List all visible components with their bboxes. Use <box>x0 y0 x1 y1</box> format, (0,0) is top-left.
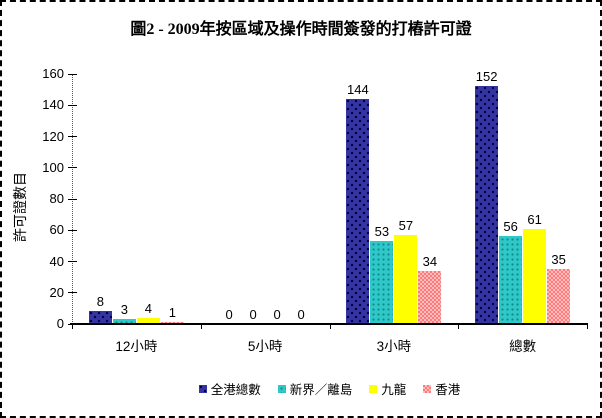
legend-swatch-icon <box>423 384 432 393</box>
y-tick-label: 120 <box>42 128 64 144</box>
bar <box>475 86 499 324</box>
legend-item: 全港總數 <box>198 379 261 398</box>
legend-label: 新界／離島 <box>289 383 353 397</box>
y-tick-mark <box>68 73 77 75</box>
bar-value-label: 0 <box>249 307 257 322</box>
y-axis-line <box>72 74 73 328</box>
x-tick-mark <box>587 325 588 329</box>
bar-value-label: 57 <box>398 218 414 233</box>
x-tick-mark <box>72 325 73 329</box>
chart-title: 圖2 - 2009年按區域及操作時間簽發的打樁許可證 <box>130 21 472 38</box>
bar <box>547 269 571 324</box>
legend-swatch-icon <box>198 384 207 393</box>
bar <box>418 271 442 324</box>
legend-item: 九龍 <box>369 379 406 398</box>
y-tick-label: 160 <box>42 66 64 81</box>
bar <box>112 319 136 324</box>
legend: 全港總數 新界／離島 九龍 香港 <box>72 379 587 398</box>
bar-value-label: 152 <box>475 69 498 84</box>
category-label: 總數 <box>509 339 537 354</box>
bar <box>88 311 112 324</box>
category-label: 12小時 <box>115 339 158 354</box>
y-axis-title: 許可證數目 <box>12 172 28 242</box>
y-tick-label: 100 <box>42 159 64 175</box>
legend-label: 全港總數 <box>210 383 261 397</box>
bar-value-label: 0 <box>225 307 233 322</box>
category-label: 3小時 <box>376 339 412 354</box>
y-tick-label: 80 <box>49 191 64 206</box>
y-tick-mark <box>68 198 77 200</box>
bar <box>346 99 370 324</box>
x-tick-mark <box>458 325 460 329</box>
legend-item: 新界／離島 <box>277 379 353 398</box>
bar <box>523 229 547 324</box>
x-tick-mark <box>200 325 202 329</box>
legend-swatch-icon <box>369 384 378 393</box>
bar <box>136 318 160 324</box>
y-tick-label: 40 <box>49 253 64 269</box>
bar-value-label: 8 <box>96 294 104 309</box>
y-tick-mark <box>68 261 77 262</box>
bar-value-label: 0 <box>273 307 281 322</box>
y-tick-mark <box>68 136 77 137</box>
bar-value-label: 144 <box>347 82 369 97</box>
bar <box>394 235 418 324</box>
legend-swatch-icon <box>277 384 286 393</box>
bar-value-label: 4 <box>144 301 152 316</box>
category-label: 5小時 <box>247 339 283 354</box>
x-tick-mark <box>329 325 331 329</box>
y-tick-mark <box>68 229 77 231</box>
x-axis-line <box>70 323 588 325</box>
bar-value-label: 61 <box>527 212 542 227</box>
bar-value-label: 0 <box>297 307 305 322</box>
bar <box>370 241 394 324</box>
y-tick-label: 140 <box>42 97 64 113</box>
y-tick-mark <box>68 292 77 294</box>
bar-value-label: 56 <box>503 219 518 234</box>
legend-label: 九龍 <box>381 383 407 397</box>
legend-item: 香港 <box>423 379 460 398</box>
y-tick-mark <box>68 104 77 106</box>
legend-label: 香港 <box>435 383 461 397</box>
y-tick-label: 0 <box>56 316 64 331</box>
bar-value-label: 34 <box>422 254 438 269</box>
y-tick-label: 60 <box>49 222 64 238</box>
y-tick-label: 20 <box>49 284 64 300</box>
bar <box>499 236 523 324</box>
bar-value-label: 35 <box>551 252 566 267</box>
y-tick-mark <box>68 167 77 169</box>
bar-value-label: 1 <box>168 305 176 320</box>
bar-value-label: 53 <box>374 224 390 239</box>
bar-value-label: 3 <box>120 302 128 317</box>
